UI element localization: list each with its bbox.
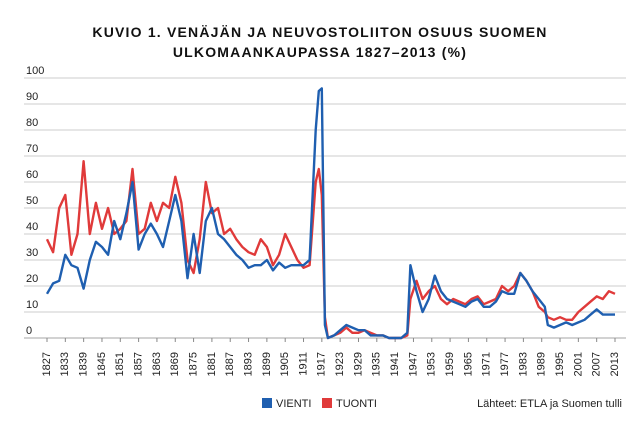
x-tick-label: 1845 bbox=[96, 352, 108, 376]
x-tick-label: 1947 bbox=[407, 352, 419, 376]
x-tick-label: 1905 bbox=[279, 352, 291, 376]
x-tick-label: 1983 bbox=[517, 352, 529, 376]
legend-label: VIENTI bbox=[276, 398, 311, 410]
series-line bbox=[45, 87, 615, 340]
x-tick-label: 2007 bbox=[591, 352, 603, 376]
y-tick-label: 20 bbox=[26, 273, 38, 285]
x-tick-label: 2001 bbox=[572, 352, 584, 376]
y-tick-label: 30 bbox=[26, 247, 38, 259]
x-tick-label: 1923 bbox=[334, 352, 346, 376]
x-tick-label: 1833 bbox=[59, 352, 71, 376]
x-tick-label: 1851 bbox=[114, 352, 126, 376]
legend-label: TUONTI bbox=[336, 398, 377, 410]
x-tick-label: 1881 bbox=[206, 352, 218, 376]
y-tick-label: 50 bbox=[26, 195, 38, 207]
x-tick-label: 2013 bbox=[609, 352, 621, 376]
x-tick-label: 1995 bbox=[554, 352, 566, 376]
x-tick-label: 1875 bbox=[187, 352, 199, 376]
x-tick-label: 1989 bbox=[536, 352, 548, 376]
x-tick-label: 1959 bbox=[444, 352, 456, 376]
x-tick-label: 1911 bbox=[297, 352, 309, 376]
x-tick-label: 1929 bbox=[352, 352, 364, 376]
y-tick-label: 100 bbox=[26, 65, 44, 77]
y-tick-label: 70 bbox=[26, 143, 38, 155]
y-tick-label: 60 bbox=[26, 169, 38, 181]
x-tick-label: 1869 bbox=[169, 352, 181, 376]
y-tick-label: 10 bbox=[26, 299, 38, 311]
x-tick-label: 1971 bbox=[481, 352, 493, 376]
legend-swatch bbox=[322, 398, 332, 408]
x-tick-label: 1977 bbox=[499, 352, 511, 376]
x-tick-label: 1887 bbox=[224, 352, 236, 376]
x-tick-label: 1953 bbox=[426, 352, 438, 376]
x-tick-label: 1935 bbox=[371, 352, 383, 376]
legend-swatch bbox=[262, 398, 272, 408]
y-tick-label: 0 bbox=[26, 325, 32, 337]
x-tick-label: 1965 bbox=[462, 352, 474, 376]
y-tick-label: 40 bbox=[26, 221, 38, 233]
x-tick-label: 1893 bbox=[242, 352, 254, 376]
y-tick-label: 80 bbox=[26, 117, 38, 129]
x-tick-label: 1917 bbox=[316, 352, 328, 376]
x-tick-label: 1899 bbox=[261, 352, 273, 376]
x-tick-label: 1941 bbox=[389, 352, 401, 376]
x-tick-label: 1857 bbox=[133, 352, 145, 376]
chart-title: KUVIO 1. VENÄJÄN JA NEUVOSTOLIITON OSUUS… bbox=[92, 24, 548, 60]
source: Lähteet: ETLA ja Suomen tulli bbox=[477, 398, 622, 410]
x-tick-label: 1827 bbox=[41, 352, 53, 376]
x-tick-label: 1839 bbox=[78, 352, 90, 376]
x-tick-label: 1863 bbox=[151, 352, 163, 376]
y-tick-label: 90 bbox=[26, 91, 38, 103]
